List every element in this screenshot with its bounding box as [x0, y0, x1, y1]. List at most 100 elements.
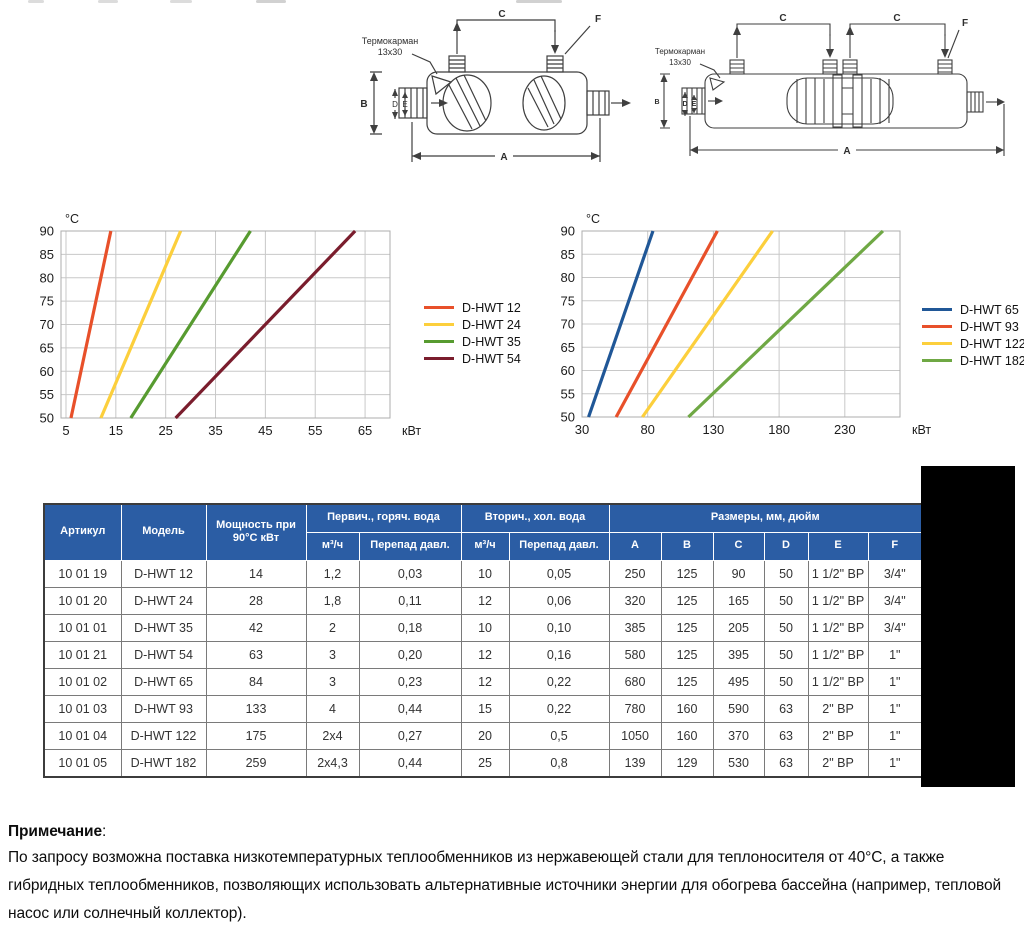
dim-label-c: C — [893, 13, 900, 24]
dimension-arrows — [370, 22, 631, 160]
legend-swatch — [424, 340, 454, 343]
dimension-arrows — [660, 26, 1005, 154]
thermowell-label-line2: 13х30 — [378, 47, 403, 57]
table-cell: 395 — [712, 640, 765, 669]
table-cell: 20 — [460, 721, 510, 750]
table-cell: 1" — [867, 640, 923, 669]
col-dim-c-header: C — [712, 531, 765, 561]
note-colon: : — [101, 823, 107, 840]
table-cell: 12 — [460, 586, 510, 615]
table-cell: 90 — [712, 559, 765, 588]
x-tick-label: 180 — [768, 422, 790, 437]
table-cell: 10 — [460, 613, 510, 642]
table-cell: 125 — [660, 586, 714, 615]
table-cell: 530 — [712, 748, 765, 777]
table-cell: 259 — [205, 748, 307, 777]
y-tick-label: 55 — [561, 386, 575, 401]
note-section: Примечание: По запросу возможна поставка… — [8, 820, 1008, 928]
table-cell: 0,22 — [508, 667, 610, 696]
table-cell: 1" — [867, 667, 923, 696]
col-primary-pressure-header: Перепад давл. — [358, 531, 462, 561]
table-row: 10 01 02 D-HWT 65 84 3 0,23 12 0,22 680 125 495 50… — [43, 667, 923, 696]
redacted-block — [921, 466, 1015, 787]
table-cell: 1 1/2" ВР — [807, 613, 869, 642]
series-line-d-hwt-54 — [174, 229, 357, 420]
table-cell: 63 — [763, 721, 809, 750]
table-cell: 0,44 — [358, 748, 462, 777]
chart-axis-labels: 50 55 60 65 70 75 80 85 90 30 80 130 180 230 °C кВт — [561, 212, 932, 437]
legend-item: D-HWT 12 — [424, 301, 521, 315]
dim-label-a: A — [843, 146, 850, 157]
table-cell: 28 — [205, 586, 307, 615]
dim-label-c: C — [498, 9, 505, 20]
table-cell: 0,20 — [358, 640, 462, 669]
table-cell: 0,22 — [508, 694, 610, 723]
table-cell: D-HWT 65 — [120, 667, 207, 696]
legend-small-models: D-HWT 12 D-HWT 24 D-HWT 35 D-HWT 54 — [424, 301, 521, 366]
table-cell: 1,8 — [305, 586, 360, 615]
table-cell: 495 — [712, 667, 765, 696]
dim-label-b: B — [360, 99, 367, 110]
table-cell: 12 — [460, 640, 510, 669]
y-tick-label: 90 — [40, 224, 54, 239]
chart-series — [69, 229, 357, 420]
group-primary-water-header: Первич., горяч. вода — [305, 503, 462, 533]
series-line-d-hwt-65 — [587, 230, 655, 418]
x-axis-unit-label: кВт — [402, 424, 421, 438]
table-cell: 680 — [608, 667, 662, 696]
table-cell: D-HWT 12 — [120, 559, 207, 588]
cropped-text-artifact — [28, 0, 44, 3]
y-tick-label: 90 — [561, 224, 575, 239]
col-article-header: Артикул — [43, 503, 122, 561]
table-cell: 133 — [205, 694, 307, 723]
legend-swatch — [922, 342, 952, 345]
plot-border — [60, 230, 391, 419]
y-tick-label: 60 — [561, 363, 575, 378]
chart-small-models: 50 55 60 65 70 75 80 85 90 5 15 25 35 45 55 65 °C кВт — [40, 212, 422, 438]
series-line-d-hwt-35 — [129, 230, 252, 419]
thermowell-label-line2: 13х30 — [669, 58, 691, 67]
col-secondary-pressure-header: Перепад давл. — [508, 531, 610, 561]
legend-item: D-HWT 182 — [922, 353, 1024, 368]
table-cell: 175 — [205, 721, 307, 750]
dim-label-b: B — [654, 99, 659, 106]
table-cell: 0,18 — [358, 613, 462, 642]
table-cell: 0,10 — [508, 613, 610, 642]
table-row: 10 01 04 D-HWT 122 175 2x4 0,27 20 0,5 1050 160 3… — [43, 721, 923, 750]
x-tick-label: 45 — [258, 423, 272, 438]
diagram-long-exchanger: C C F B D E A Термокарман 13х30 — [654, 13, 1005, 157]
chart-axis-labels: 50 55 60 65 70 75 80 85 90 5 15 25 35 45 55 65 °C кВт — [40, 212, 422, 438]
chart-series — [587, 229, 885, 419]
table-row: 10 01 03 D-HWT 93 133 4 0,44 15 0,22 780 160 590 6… — [43, 694, 923, 723]
dim-label-f: F — [595, 14, 601, 25]
legend-item: D-HWT 35 — [424, 334, 521, 349]
table-cell: 3 — [305, 667, 360, 696]
legend-label: D-HWT 35 — [462, 334, 521, 349]
series-line-d-hwt-122 — [641, 230, 774, 418]
legend-label: D-HWT 122 — [960, 336, 1024, 351]
table-cell: 10 01 03 — [43, 694, 122, 723]
table-cell: 125 — [660, 640, 714, 669]
y-tick-label: 70 — [40, 317, 54, 332]
table-cell: 0,03 — [358, 559, 462, 588]
x-tick-label: 130 — [703, 422, 725, 437]
legend-swatch — [922, 325, 952, 328]
table-cell: 3/4" — [867, 586, 923, 615]
spec-table: Артикул Модель Мощность при 90°С кВт Пер… — [43, 503, 924, 778]
table-row: 10 01 21 D-HWT 54 63 3 0,20 12 0,16 580 125 395 50… — [43, 640, 923, 669]
dim-label-c: C — [779, 13, 786, 24]
legend-label: D-HWT 182 — [960, 353, 1024, 368]
table-cell: 1050 — [608, 721, 662, 750]
y-tick-label: 85 — [40, 247, 54, 262]
y-tick-label: 80 — [561, 270, 575, 285]
col-secondary-flow-header: м³/ч — [460, 531, 510, 561]
table-cell: 2x4 — [305, 721, 360, 750]
y-axis-unit-label: °C — [586, 212, 600, 226]
note-body: По запросу возможна поставка низкотемпер… — [8, 849, 1002, 922]
table-cell: 160 — [660, 694, 714, 723]
table-cell: 385 — [608, 613, 662, 642]
legend-label: D-HWT 24 — [462, 317, 521, 332]
y-tick-label: 65 — [561, 340, 575, 355]
y-tick-label: 50 — [561, 410, 575, 425]
